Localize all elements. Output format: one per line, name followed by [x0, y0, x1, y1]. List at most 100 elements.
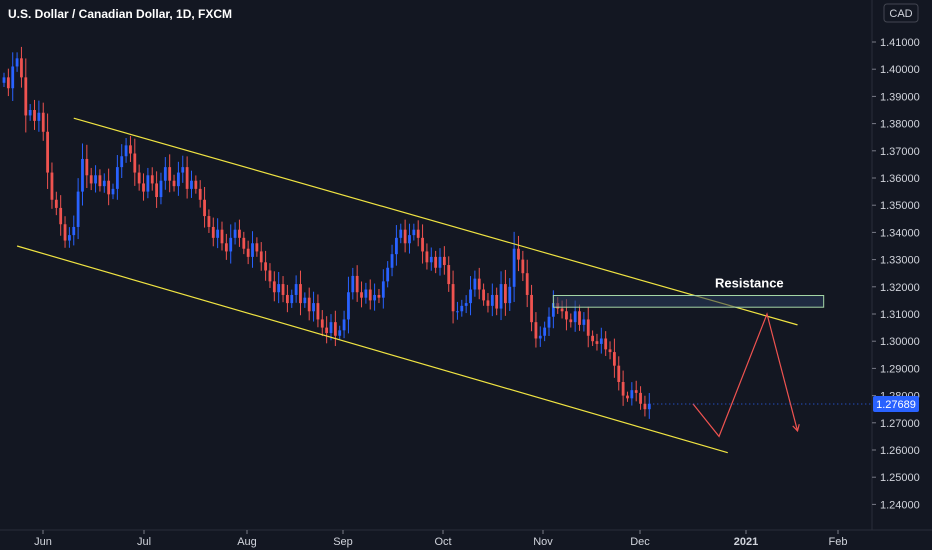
candle-body [137, 172, 141, 184]
candle [412, 223, 416, 241]
price-tick-label: 1.34000 [880, 227, 920, 239]
candle [129, 135, 132, 162]
candle [107, 168, 111, 206]
candle-body [512, 248, 516, 287]
candle-body [547, 316, 551, 328]
candle-body [473, 278, 477, 290]
time-tick-label: Aug [237, 536, 257, 548]
candle [569, 313, 573, 328]
candle-body [59, 207, 63, 225]
time-tick-label: Nov [533, 536, 553, 548]
candle-body [255, 243, 259, 252]
candle-body [364, 289, 368, 298]
candle-body [20, 58, 23, 78]
candle [390, 244, 394, 277]
candle [351, 267, 355, 300]
candle [50, 162, 54, 209]
candle-body [412, 229, 416, 236]
candle-body [586, 319, 590, 336]
candle-body [142, 183, 145, 192]
channel-upper-line[interactable] [73, 117, 798, 326]
candle-body [155, 183, 158, 198]
candle [277, 271, 281, 304]
candle [342, 310, 346, 339]
resistance-zone[interactable] [552, 295, 825, 308]
currency-badge[interactable]: CAD [883, 3, 919, 23]
candle-body [338, 330, 342, 336]
candle [207, 209, 211, 233]
candle-body [333, 322, 337, 336]
candle-body [203, 199, 206, 217]
candle [211, 217, 215, 247]
candle-body [403, 229, 407, 244]
candle [386, 261, 390, 288]
candle-body [647, 403, 651, 410]
candle [72, 215, 76, 246]
candle [338, 325, 342, 340]
price-tick-label: 1.29000 [880, 363, 920, 375]
price-axis[interactable]: 1.240001.250001.260001.270001.280001.290… [872, 37, 920, 511]
candle-body [163, 167, 167, 181]
candle-body [33, 110, 36, 121]
candle-body [442, 256, 446, 266]
candle-body [521, 259, 525, 274]
candle-body [325, 327, 329, 334]
candle-body [469, 289, 472, 304]
candle [613, 338, 616, 378]
candle-body [573, 311, 577, 323]
candle-body [28, 110, 32, 116]
candle [469, 276, 472, 316]
candle [81, 143, 84, 206]
price-tick-label: 1.31000 [880, 309, 920, 321]
candle [499, 271, 503, 321]
candle [28, 104, 32, 121]
candle-body [224, 243, 228, 252]
candle [473, 270, 477, 297]
candle-body [447, 265, 451, 285]
candle-body [464, 303, 468, 306]
candle-body [281, 284, 285, 295]
candle-body [294, 284, 298, 295]
candle [89, 167, 93, 191]
price-tick-label: 1.38000 [880, 119, 920, 131]
candle-body [416, 229, 420, 238]
candle-body [89, 175, 93, 184]
candle-body [490, 294, 494, 306]
candle [534, 312, 538, 348]
candle [46, 113, 49, 189]
candle-body [307, 297, 311, 312]
chart-title: U.S. Dollar / Canadian Dollar, 1D, FXCM [8, 7, 232, 21]
candle [137, 164, 141, 191]
candle [85, 144, 89, 189]
candle-body [517, 248, 520, 260]
candle-body [329, 322, 333, 334]
price-tick-label: 1.32000 [880, 282, 920, 294]
candle [442, 246, 446, 275]
candle [303, 292, 307, 308]
candle [177, 161, 180, 196]
candle [307, 287, 311, 321]
candle-body [621, 382, 625, 396]
candle [268, 263, 272, 288]
price-tick-label: 1.39000 [880, 91, 920, 103]
candle-body [181, 167, 185, 173]
candle [124, 138, 128, 163]
candle [185, 156, 189, 199]
candle-body [133, 153, 137, 173]
candle-body [2, 77, 6, 83]
candle-body [50, 172, 54, 200]
candle-body [41, 112, 45, 132]
candle [2, 72, 6, 87]
channel-lower-line[interactable] [16, 245, 728, 454]
last-price-label: 1.27689 [873, 396, 919, 413]
projection-path[interactable] [692, 312, 799, 438]
candle [233, 222, 237, 245]
time-axis[interactable]: Jun Jul Aug Sep Oct Nov Dec 2021 Feb [34, 530, 847, 548]
currency-badge-box [883, 3, 919, 23]
candle [33, 99, 36, 130]
candle-body [286, 294, 289, 304]
candle-body [120, 156, 124, 168]
